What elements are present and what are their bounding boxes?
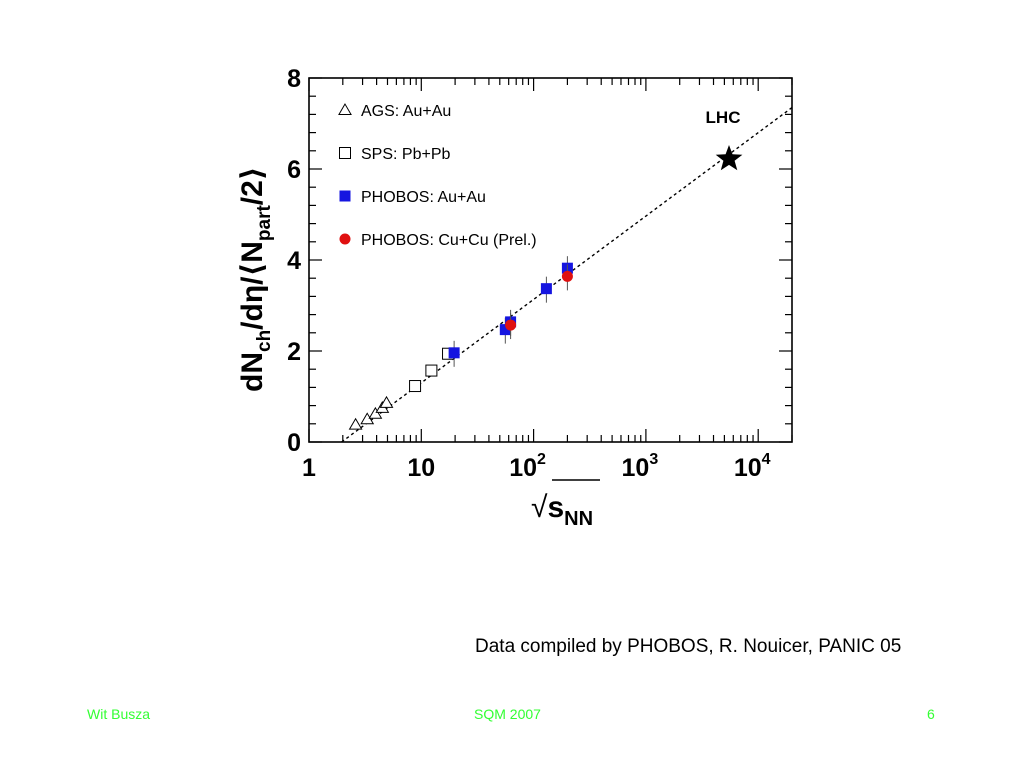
x-tick-exponent: 3 [649,451,658,468]
footer-page-number: 6 [927,706,935,722]
data-point [505,319,517,331]
legend-marker [339,147,351,159]
y-axis-label-part: /dη/⟨ [236,263,269,330]
data-point [499,324,511,336]
x-tick-label: 10 [407,454,435,482]
x-tick-label: 1 [302,454,316,482]
y-tick-label: 0 [287,429,301,457]
data-point [409,380,422,393]
lhc-label: LHC [706,108,741,127]
legend-marker [338,103,352,115]
y-tick-label: 8 [287,65,301,93]
data-point [379,395,394,408]
footer-author: Wit Busza [87,706,151,722]
y-tick-label: 2 [287,338,301,366]
data-point [715,145,743,171]
y-axis-label-part: dN [236,352,269,392]
legend-label: PHOBOS: Cu+Cu (Prel.) [361,232,537,249]
data-point [540,283,552,295]
legend-label: SPS: Pb+Pb [361,146,450,163]
x-tick-label: 104 [734,451,771,482]
plot-frame [308,77,793,443]
data-point [348,417,363,430]
x-tick-exponent: 4 [762,451,771,468]
y-axis-label-part: /2⟩ [236,166,269,205]
y-axis-label-part: N [236,241,269,263]
data-point [561,270,573,282]
data-point [425,364,438,377]
footer-event: SQM 2007 [474,706,541,722]
x-tick-label: 103 [622,451,659,482]
x-axis-label-sub: NN [564,508,593,530]
x-axis-label-var: s [547,491,564,524]
x-axis-label: √sNN [531,491,593,530]
x-tick-label: 102 [509,451,546,482]
data-source-caption: Data compiled by PHOBOS, R. Nouicer, PAN… [475,636,902,657]
legend-label: AGS: Au+Au [361,103,451,120]
y-axis-label-part: part [254,205,275,242]
chart: 0 2 4 6 8 1 10 102 103 104 LHC AGS: Au+Au SPS: Pb+… [236,65,793,530]
data-point [368,406,383,419]
legend-label: PHOBOS: Au+Au [361,189,486,206]
y-axis-label-part: ch [254,330,275,352]
x-tick-exponent: 2 [537,451,546,468]
legend-marker [339,233,351,245]
y-tick-label: 4 [287,247,301,275]
legend-marker [339,190,351,202]
data-point [448,347,460,359]
y-axis-label: dNch/dη/⟨Npart/2⟩ [236,166,275,392]
x-axis-label-root: √ [531,491,548,524]
y-tick-label: 6 [287,156,301,184]
